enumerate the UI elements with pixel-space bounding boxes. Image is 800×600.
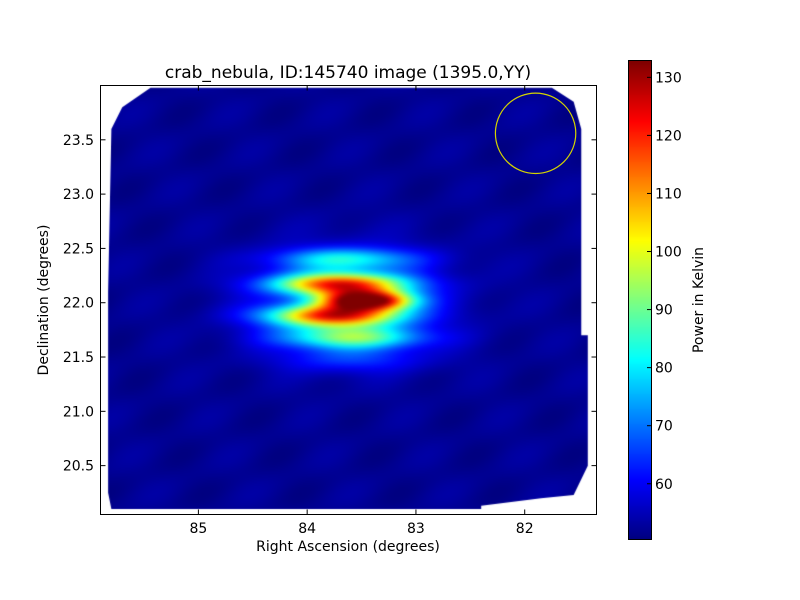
colorbar-tick-label: 120: [655, 128, 682, 144]
colorbar-gradient: [628, 61, 651, 540]
colorbar-tick-label: 90: [655, 303, 673, 319]
y-tick-label: 22.0: [63, 296, 94, 312]
colorbar-label: Power in Kelvin: [691, 247, 707, 353]
colorbar-tick-label: 60: [655, 477, 673, 493]
y-tick-label: 21.5: [63, 350, 94, 366]
colorbar-tick-label: 100: [655, 245, 682, 261]
chart-title: crab_nebula, ID:145740 image (1395.0,YY): [165, 63, 531, 83]
y-tick-label: 20.5: [63, 459, 94, 475]
colorbar-tick-label: 130: [655, 70, 682, 86]
x-axis-label: Right Ascension (degrees): [256, 539, 440, 555]
heatmap-image: [100, 85, 597, 515]
y-tick-label: 23.0: [63, 187, 94, 203]
annotation-circle: [494, 92, 577, 175]
x-tick-label: 85: [189, 521, 207, 537]
y-tick-label: 23.5: [63, 133, 94, 149]
x-tick-label: 83: [407, 521, 425, 537]
colorbar-tick-label: 110: [655, 186, 682, 202]
y-axis: 20.5 21.0 21.5 22.0 22.5 23.0 23.5: [63, 133, 597, 475]
x-tick-label: 82: [516, 521, 534, 537]
colorbar-tick-label: 70: [655, 419, 673, 435]
y-tick-label: 21.0: [63, 404, 94, 420]
y-tick-label: 22.5: [63, 241, 94, 257]
x-tick-label: 84: [298, 521, 316, 537]
colorbar-frame: [628, 60, 652, 540]
plot-frame: [100, 85, 597, 515]
colorbar-tick-label: 80: [655, 361, 673, 377]
y-axis-label: Declination (degrees): [36, 225, 52, 376]
colorbar-axis: 60 70 80 90 100 110 120 130: [647, 70, 682, 493]
x-axis: 85 84 83 82: [189, 85, 534, 537]
